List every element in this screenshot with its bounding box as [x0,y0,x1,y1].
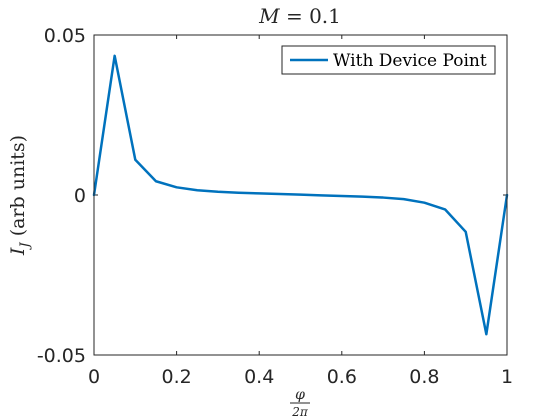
chart-title: M = 0.1 [258,4,341,28]
y-axis-label: IJ (arb units) [7,135,33,256]
x-tick-label: 0.4 [244,366,274,388]
x-tick-label: 0.8 [409,366,439,388]
y-tick-labels: -0.05 0 0.05 [37,25,86,367]
legend: With Device Point [281,45,496,75]
legend-label-with-device-point: With Device Point [333,51,487,71]
y-tick-label: 0 [74,185,86,207]
y-tick-label: -0.05 [37,345,86,367]
x-label-denominator: 2π [291,405,309,419]
x-axis-label: φ 2π [290,387,310,419]
x-tick-label: 1 [501,366,513,388]
x-tick-label: 0 [88,366,100,388]
x-tick-labels: 0 0.2 0.4 0.6 0.8 1 [88,366,513,388]
x-label-numerator: φ [295,387,305,403]
x-tick-label: 0.2 [161,366,191,388]
axes-box [93,34,508,356]
x-tick-label: 0.6 [327,366,357,388]
y-tick-label: 0.05 [44,25,86,47]
